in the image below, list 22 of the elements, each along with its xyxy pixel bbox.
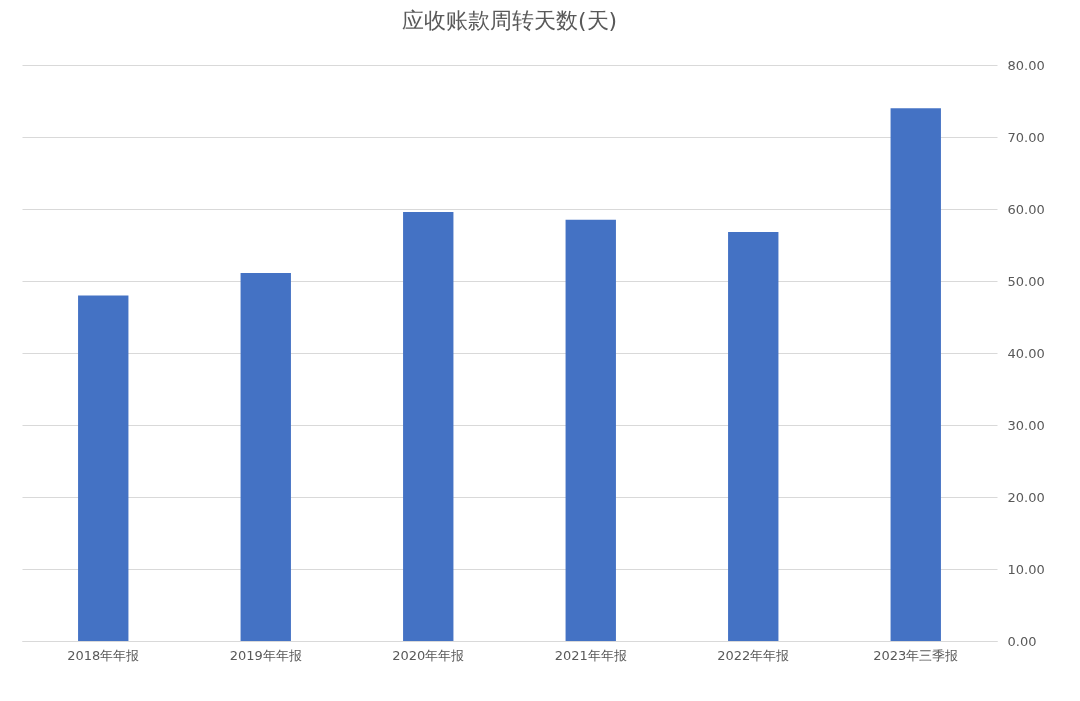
x-tick-label: 2019年年报	[229, 647, 302, 663]
y-tick-label: 50.00	[1007, 273, 1045, 289]
y-tick-label: 30.00	[1007, 417, 1045, 433]
y-tick-label: 70.00	[1007, 129, 1045, 145]
bar	[78, 295, 129, 641]
y-tick-label: 40.00	[1007, 345, 1045, 361]
x-tick-label: 2022年年报	[717, 647, 790, 663]
bar	[240, 273, 291, 641]
chart-title: 应收账款周转天数(天)	[401, 8, 618, 33]
y-tick-label: 80.00	[1007, 57, 1045, 73]
bar	[565, 219, 616, 641]
y-tick-label: 10.00	[1007, 561, 1045, 577]
bar	[890, 108, 941, 641]
y-tick-label: 0.00	[1007, 633, 1037, 649]
y-tick-label: 20.00	[1007, 489, 1045, 505]
x-tick-label: 2020年年报	[392, 647, 465, 663]
x-tick-label: 2021年年报	[554, 647, 627, 663]
bar	[728, 232, 779, 641]
bar	[403, 211, 454, 641]
x-tick-label: 2023年三季报	[873, 647, 959, 663]
y-tick-label: 60.00	[1007, 201, 1045, 217]
x-tick-label: 2018年年报	[67, 647, 140, 663]
